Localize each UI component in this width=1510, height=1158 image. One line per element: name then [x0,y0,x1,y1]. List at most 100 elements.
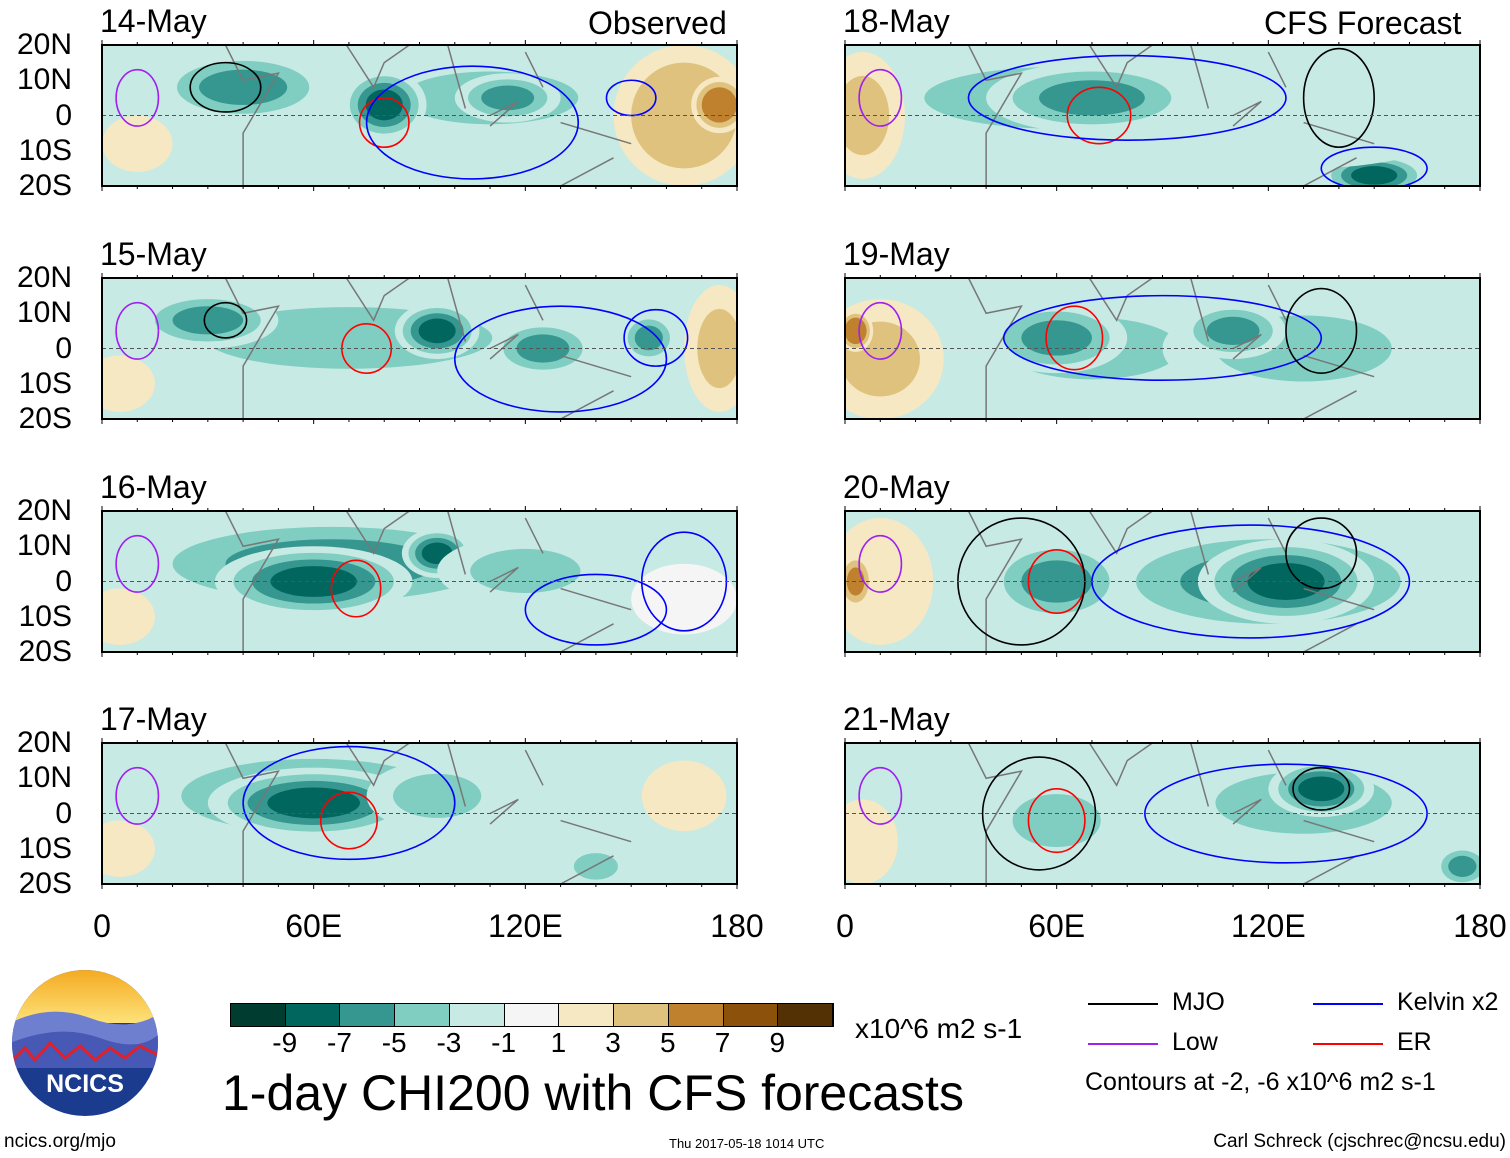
anomaly-region [470,548,581,593]
svg-text:NCICS: NCICS [46,1070,124,1098]
colorbar-label: -5 [381,1027,407,1058]
map-panel [101,738,738,889]
contour-er [319,791,378,850]
anomaly-region [1039,80,1145,116]
y-tick-label: 10N [16,63,72,97]
coastline [224,45,632,186]
y-tick-label: 0 [55,331,72,365]
column-title-observed: Observed [588,5,727,41]
anomaly-region [707,92,732,118]
colorbar-label: 1 [550,1027,567,1058]
contour-kelvin [1320,146,1428,186]
anomaly-region [418,318,456,344]
y-tick-label: 20N [16,494,72,527]
legend-label: ER [1397,1028,1432,1056]
colorbar [230,1003,834,1027]
x-tick-label: 0 [836,908,854,944]
y-tick-label: 20S [18,402,72,435]
colorbar-swatch [668,1004,724,1026]
contour-low [115,534,160,593]
contour-mjo [1302,47,1375,149]
anomaly-region [847,321,864,341]
contour-kelvin [623,308,689,367]
map-panel [844,273,1481,424]
coastline [967,278,1375,419]
contour-mjo [1285,287,1358,374]
panel-date-title: 15-May [100,236,207,272]
contour-low [115,766,160,825]
x-tick-label: 0 [93,908,111,944]
panel-date-title: 16-May [100,469,207,505]
colorbar-swatch [340,1004,396,1026]
colorbar-swatch [504,1004,560,1026]
anomaly-region [657,773,711,818]
y-tick-label: 0 [55,98,72,132]
y-tick-label: 10S [18,599,72,633]
y-tick-label: 20N [16,28,72,61]
map-panel [101,40,738,191]
contour-low [115,68,160,127]
anomaly-region [102,820,155,877]
contour-mjo [981,756,1097,871]
anomaly-region [1021,320,1092,356]
colorbar-swatch [723,1004,779,1026]
anomaly-region [1247,562,1325,601]
figure-title: 1-day CHI200 with CFS forecasts [222,1065,964,1121]
contour-mjo [1285,517,1358,590]
coastline [224,278,632,419]
contour-kelvin [605,79,657,117]
anomaly-region [845,815,885,869]
y-tick-label: 10S [18,366,72,400]
anomaly-region [1012,794,1101,847]
coastline [224,511,632,652]
map-panel [101,273,738,424]
colorbar-label: 9 [769,1027,786,1058]
contour-low [858,534,903,593]
anomaly-region [102,115,173,172]
anomaly-region [365,89,403,121]
footer-url: ncics.org/mjo [4,1131,116,1152]
footer-timestamp: Thu 2017-05-18 1014 UTC [669,1136,825,1151]
y-tick-label: 10S [18,831,72,865]
contour-er [358,97,410,149]
y-tick-label: 10N [16,761,72,795]
anomaly-region [1206,316,1260,345]
x-tick-label: 180 [710,908,764,944]
y-tick-label: 20S [18,635,72,668]
y-tick-label: 0 [55,564,72,598]
map-panel [844,738,1481,889]
contour-kelvin [242,745,456,861]
colorbar-label: -3 [436,1027,462,1058]
anomaly-region [102,588,155,645]
anomaly-region [1351,166,1398,185]
column-title-forecast: CFS Forecast [1264,5,1462,41]
contour-mjo [189,61,262,113]
anomaly-region [1448,855,1477,877]
contour-kelvin [524,573,668,646]
y-tick-label: 20S [18,169,72,202]
contour-mjo [1292,766,1351,811]
legend-line-er [1313,1043,1383,1045]
ncics-logo: NCICS [12,970,158,1116]
colorbar-label: -1 [491,1027,517,1058]
colorbar-label: -9 [272,1027,298,1058]
legend-label: Kelvin x2 [1397,988,1499,1016]
legend-line-kelvin [1313,1003,1383,1005]
map-panel [844,506,1481,657]
panel-date-title: 19-May [843,236,950,272]
colorbar-swatch [285,1004,341,1026]
colorbar-swatch [395,1004,450,1026]
colorbar-label: 5 [660,1027,676,1058]
panel-date-title: 14-May [100,3,207,39]
y-tick-label: 0 [55,796,72,830]
colorbar-units: x10^6 m2 s-1 [855,1013,1023,1044]
contour-kelvin [1002,294,1323,382]
colorbar-swatch [449,1004,505,1026]
legend-label: Low [1172,1028,1218,1056]
panel-date-title: 17-May [100,701,207,737]
footer-author: Carl Schreck (cjschrec@ncsu.edu) [1213,1131,1506,1152]
y-tick-label: 10N [16,296,72,330]
anomaly-region [102,355,155,412]
contour-note: Contours at -2, -6 x10^6 m2 s-1 [1085,1068,1436,1096]
